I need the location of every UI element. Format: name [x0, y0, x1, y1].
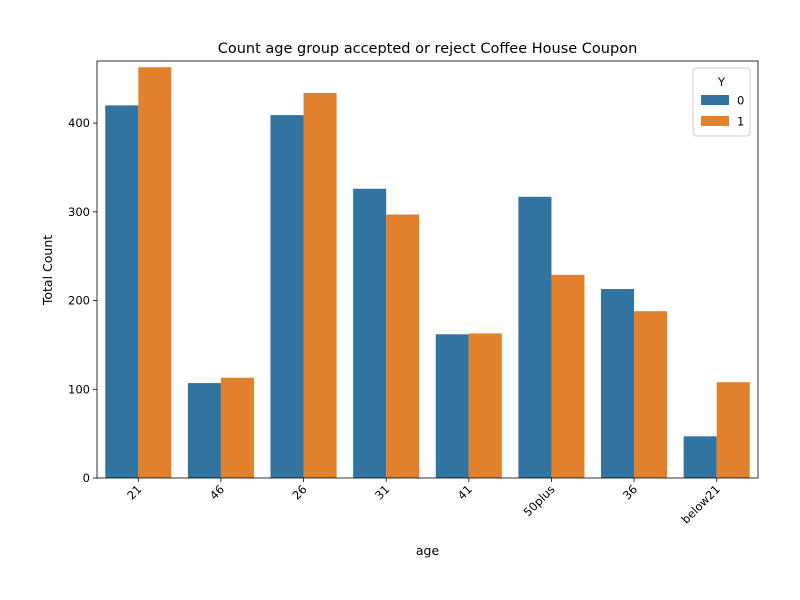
legend-swatch-series-0	[701, 95, 729, 105]
legend-swatch-series-1	[701, 116, 729, 126]
y-tick-label: 0	[83, 471, 90, 485]
bar-below21-series-0	[684, 436, 717, 478]
y-tick-label: 100	[68, 382, 90, 396]
bar-36-series-1	[634, 311, 667, 478]
bar-36-series-0	[601, 289, 634, 478]
legend: Y0 1	[693, 68, 750, 136]
bar-26-series-0	[271, 115, 304, 478]
legend-title: Y	[717, 75, 726, 89]
x-axis-label: age	[416, 543, 440, 558]
bar-below21-series-1	[717, 382, 750, 478]
bar-26-series-1	[304, 93, 337, 478]
legend-label-series-0: 0	[737, 94, 744, 108]
bar-41-series-1	[469, 333, 502, 478]
bar-21-series-1	[138, 67, 171, 478]
bar-31-series-1	[386, 214, 419, 478]
bar-31-series-0	[353, 189, 386, 478]
y-tick-label: 300	[68, 205, 90, 219]
bar-50plus-series-0	[518, 197, 551, 478]
bar-46-series-0	[188, 383, 221, 478]
y-tick-label: 400	[68, 116, 90, 130]
legend-label-series-1: 1	[737, 115, 744, 129]
bar-41-series-0	[436, 334, 469, 478]
y-tick-label: 200	[68, 294, 90, 308]
bar-50plus-series-1	[551, 275, 584, 478]
chart-title: Count age group accepted or reject Coffe…	[218, 41, 638, 57]
bar-21-series-0	[105, 105, 138, 478]
bar-46-series-1	[221, 378, 254, 478]
y-axis-label: Total Count	[40, 235, 55, 306]
